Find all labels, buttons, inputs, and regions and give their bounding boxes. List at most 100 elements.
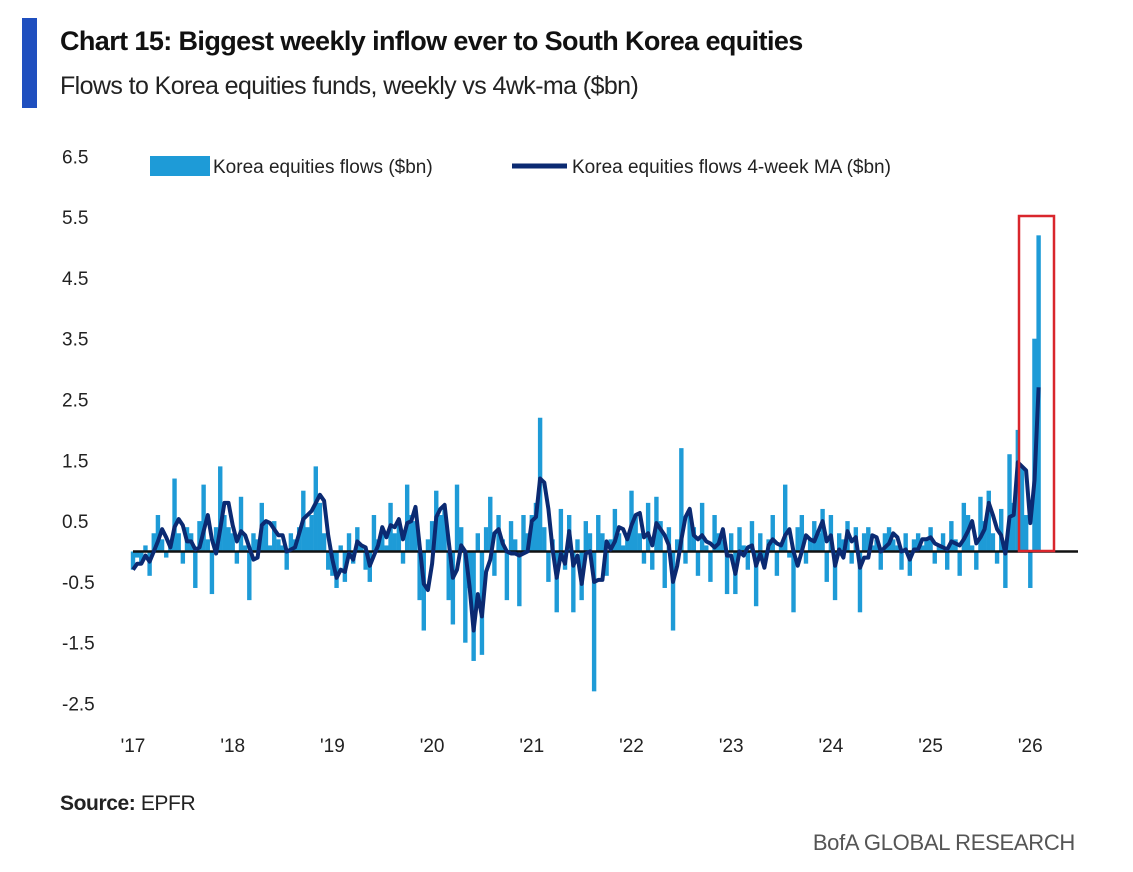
flow-bar — [1003, 551, 1008, 588]
flow-bar — [753, 551, 759, 607]
flow-bar — [400, 551, 406, 564]
flow-bar — [180, 551, 186, 564]
flow-bar — [596, 515, 601, 552]
flow-bar — [504, 551, 510, 601]
flow-bar — [949, 521, 954, 552]
flow-bar — [313, 466, 318, 552]
legend-label-ma: Korea equities flows 4-week MA ($bn) — [572, 157, 891, 178]
flow-bar — [1019, 466, 1025, 552]
y-tick-label: 6.5 — [62, 147, 88, 168]
flow-bar — [620, 545, 626, 552]
flow-bar — [674, 539, 680, 552]
x-tick-label: '19 — [320, 736, 345, 757]
y-tick-label: 0.5 — [62, 512, 88, 533]
flow-bar — [637, 533, 643, 552]
flow-bar — [600, 533, 605, 552]
flow-bar — [164, 551, 169, 558]
flow-bar — [272, 521, 277, 552]
flow-bar — [512, 539, 518, 552]
flow-bar — [193, 551, 198, 588]
y-tick-label: 4.5 — [62, 269, 88, 290]
flow-bar — [591, 551, 597, 692]
title-accent-bar — [22, 18, 37, 108]
flow-bar — [130, 551, 136, 570]
legend-swatch-flows — [150, 156, 210, 176]
flow-bar — [218, 466, 223, 552]
flow-bar — [882, 533, 888, 552]
flow-bar — [575, 539, 580, 552]
flow-bar — [866, 527, 871, 552]
flow-bar — [155, 515, 161, 552]
flow-bar — [658, 521, 663, 552]
flow-bar — [475, 533, 480, 552]
flow-bar — [749, 521, 755, 552]
flow-bar — [625, 539, 630, 552]
flow-bar — [201, 484, 206, 552]
flow-bar — [147, 551, 152, 576]
source-label: Source: — [60, 792, 136, 815]
x-tick-label: '26 — [1018, 736, 1043, 757]
flow-bar — [425, 539, 431, 552]
flow-bar — [571, 551, 576, 613]
flow-bar — [662, 551, 667, 588]
flow-bar — [911, 539, 917, 552]
flow-bar — [986, 490, 991, 552]
flow-bar — [338, 545, 343, 552]
source-note: Source: EPFR — [60, 792, 196, 816]
flow-bar — [729, 533, 734, 552]
flow-bar — [309, 515, 314, 552]
flow-bar — [969, 545, 975, 552]
flow-bar — [903, 533, 908, 552]
flow-bar — [699, 502, 705, 552]
flow-bar — [741, 545, 746, 552]
flow-bar — [791, 551, 796, 613]
flow-bar — [442, 508, 447, 552]
flow-bar — [396, 521, 402, 552]
flow-bar — [895, 545, 900, 552]
flow-bar — [924, 539, 929, 552]
flow-bar — [284, 551, 289, 570]
flow-bar — [720, 539, 726, 552]
flow-bar — [542, 527, 547, 552]
flow-bar — [533, 502, 539, 552]
flow-bar — [471, 551, 476, 661]
flow-bar — [679, 448, 684, 552]
flow-bar — [583, 521, 589, 552]
flow-bar — [234, 551, 240, 564]
flow-bar — [770, 515, 775, 552]
flow-bar — [209, 551, 215, 595]
flow-bar — [724, 551, 730, 595]
flow-bar — [695, 551, 701, 576]
x-tick-label: '23 — [719, 736, 744, 757]
flow-bar — [213, 527, 219, 552]
flow-bar — [795, 527, 800, 552]
flow-bar — [1007, 454, 1012, 552]
flow-bar — [151, 533, 156, 552]
x-axis-ticks: '17 '18 '19 '20 '21 '22 '23 '24 '25 '26 — [121, 736, 1043, 757]
flow-bar — [454, 484, 460, 552]
flow-bar — [321, 533, 327, 552]
flow-bar — [263, 521, 269, 552]
flow-bar — [837, 533, 842, 552]
flow-bar — [558, 508, 564, 552]
flow-bar — [305, 527, 310, 552]
flow-bar — [778, 545, 784, 552]
flow-bar — [463, 551, 468, 643]
flow-bar — [346, 533, 352, 552]
flow-bar — [197, 521, 202, 552]
flow-bar — [508, 521, 514, 552]
flow-bar — [704, 545, 709, 552]
flow-bar — [616, 533, 622, 552]
x-tick-label: '25 — [918, 736, 943, 757]
flow-bar — [238, 496, 244, 552]
flow-bar — [280, 545, 285, 552]
flow-bar — [176, 533, 181, 552]
flow-bar — [612, 508, 618, 552]
y-axis-ticks: 6.5 5.5 4.5 3.5 2.5 1.5 0.5 -0.5 -1.5 -2.5 — [62, 147, 95, 715]
flow-bar — [915, 533, 921, 552]
flow-bar — [1011, 502, 1016, 552]
flow-bar — [774, 551, 780, 576]
brand-label: BofA GLOBAL RESEARCH — [812, 830, 1075, 855]
flow-bar — [683, 551, 688, 564]
